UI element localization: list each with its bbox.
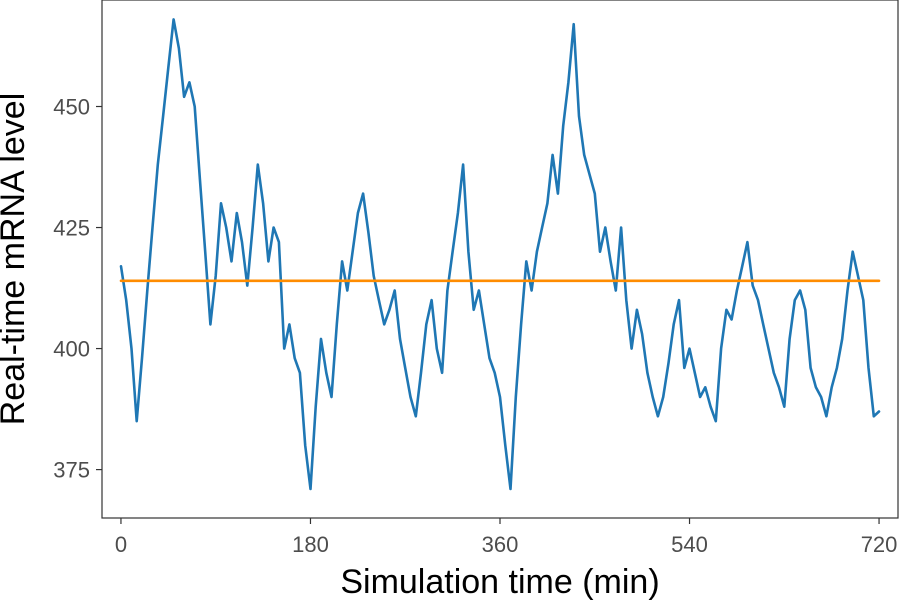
x-tick-label: 540 [671, 532, 708, 557]
y-tick-label: 400 [53, 337, 90, 362]
x-tick-label: 0 [115, 532, 127, 557]
y-tick-label: 450 [53, 95, 90, 120]
y-tick-label: 425 [53, 216, 90, 241]
y-tick-label: 375 [53, 458, 90, 483]
series-group [119, 18, 881, 491]
axis-ticks: 0 180 360 540 720 375 400 425 450 [53, 95, 897, 557]
plot-panel [101, 0, 899, 519]
x-tick-label: 360 [482, 532, 519, 557]
x-tick-label: 720 [861, 532, 898, 557]
y-axis-title: Real-time mRNA level [0, 93, 32, 426]
mrna-trajectory-line [119, 18, 881, 491]
x-axis-title: Simulation time (min) [340, 563, 659, 600]
x-tick-label: 180 [292, 532, 329, 557]
